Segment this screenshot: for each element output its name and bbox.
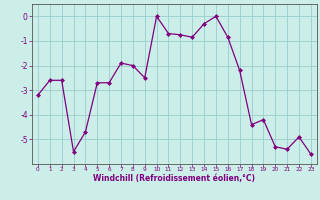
X-axis label: Windchill (Refroidissement éolien,°C): Windchill (Refroidissement éolien,°C) xyxy=(93,174,255,183)
